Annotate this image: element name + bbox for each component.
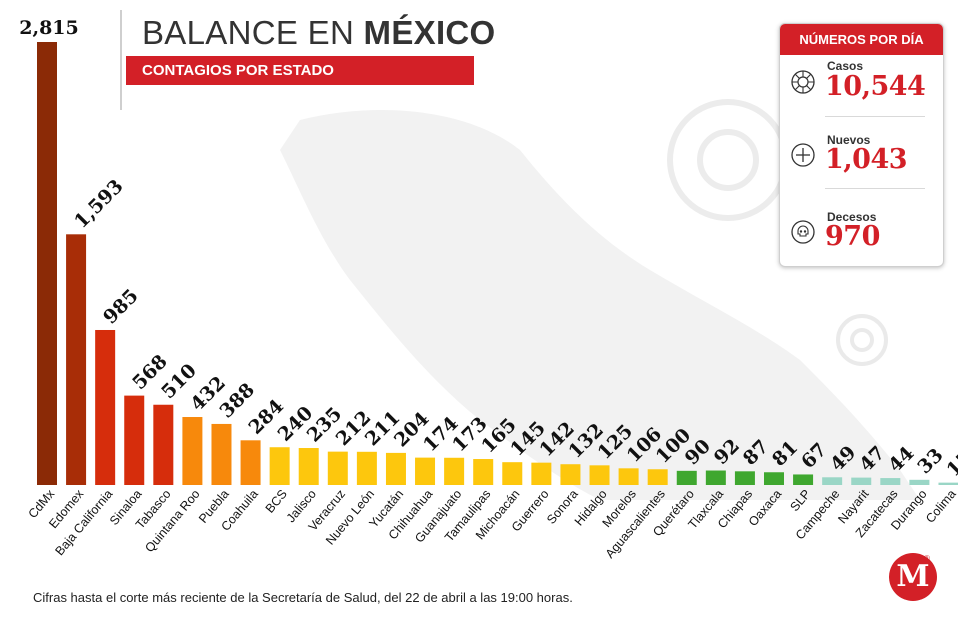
virus-icon [791,70,815,94]
bar-24 [705,470,726,485]
bar-8 [240,440,261,485]
value-label-27: 67 [797,439,831,473]
bar-18 [531,462,552,485]
value-label-26: 81 [768,437,802,471]
value-label-2: 1,593 [70,175,128,233]
bar-6 [182,417,203,485]
stat-value: 10,544 [825,71,926,102]
bar-29 [851,477,872,485]
title-divider [120,10,122,110]
category-label-32: Colima [923,487,958,526]
bar-21 [618,468,639,485]
bar-14 [415,457,436,485]
stat-label: Decesos [827,210,877,224]
stat-label: Nuevos [827,133,871,147]
bar-31 [909,479,930,485]
bar-28 [822,477,843,485]
title-regular: BALANCE EN [142,14,364,51]
panel-header: NÚMEROS POR DÍA [780,24,943,55]
bar-26 [764,472,784,485]
daily-numbers-panel: NÚMEROS POR DÍA Casos 10,544 Nuevos 1,04… [779,23,944,267]
page-title: BALANCE EN MÉXICO [142,14,496,52]
bar-27 [793,474,814,485]
bar-16 [473,459,494,485]
bar-10 [298,448,319,485]
registered-mark: ® [924,554,930,563]
source-footnote: Cifras hasta el corte más reciente de la… [33,590,573,605]
bar-11 [327,451,348,485]
title-bold: MÉXICO [363,14,496,51]
bar-25 [734,471,755,485]
value-label-32: 15 [942,447,958,481]
stat-value: 1,043 [825,144,908,175]
bar-12 [356,451,377,485]
plus-circle-icon [791,143,815,167]
bar-22 [647,469,668,485]
bar-9 [269,447,290,485]
bar-17 [502,462,523,485]
bar-19 [560,464,581,485]
bar-2 [66,234,87,485]
stat-decesos: Decesos 970 [780,205,943,266]
bar-15 [444,457,465,485]
value-label-28: 49 [826,442,860,476]
divider [825,188,925,189]
bar-4 [124,395,145,485]
virus-watermark-small [836,314,888,366]
bar-3 [95,329,116,485]
mexico-map-watermark [280,110,920,500]
stat-value: 970 [825,221,880,252]
value-label-24: 92 [710,435,744,469]
divider [825,116,925,117]
milenio-logo: M [889,553,937,601]
bar-32 [938,482,958,485]
bar-13 [385,452,406,485]
skull-icon [791,220,815,244]
stat-casos: Casos 10,544 [780,55,943,119]
bar-20 [589,465,610,485]
stat-label: Casos [827,59,864,73]
stat-nuevos: Nuevos 1,043 [780,130,943,194]
bar-23 [676,470,697,485]
bar-1 [37,42,57,485]
category-label-27: SLP [787,487,813,514]
chart-subtitle: CONTAGIOS POR ESTADO [126,56,474,85]
value-label-30: 44 [884,442,918,476]
value-label-29: 47 [855,442,889,476]
value-label-3: 985 [99,285,143,329]
value-label-25: 87 [739,436,773,470]
bar-30 [880,478,901,485]
value-label-1: 2,815 [19,17,79,39]
category-label-9: BCS [263,487,290,516]
bar-7 [211,423,232,485]
value-label-31: 33 [913,444,947,478]
bar-5 [153,404,174,485]
